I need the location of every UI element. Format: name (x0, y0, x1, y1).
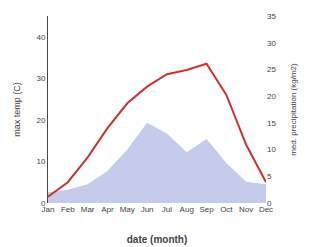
svg-text:30: 30 (267, 39, 276, 48)
svg-text:10: 10 (267, 145, 276, 154)
svg-text:Jun: Jun (141, 205, 154, 214)
svg-text:date (month): date (month) (127, 234, 188, 245)
svg-text:25: 25 (267, 65, 276, 74)
svg-text:10: 10 (36, 157, 45, 166)
svg-text:20: 20 (267, 92, 276, 101)
svg-text:30: 30 (36, 74, 45, 83)
svg-text:35: 35 (267, 12, 276, 21)
svg-text:Jul: Jul (162, 205, 172, 214)
svg-text:Apr: Apr (101, 205, 114, 214)
svg-text:20: 20 (36, 116, 45, 125)
svg-text:0: 0 (41, 199, 46, 208)
svg-text:0: 0 (267, 199, 272, 208)
svg-text:Oct: Oct (220, 205, 233, 214)
svg-text:Aug: Aug (180, 205, 194, 214)
svg-text:Feb: Feb (61, 205, 75, 214)
svg-text:Mar: Mar (81, 205, 95, 214)
svg-text:40: 40 (36, 33, 45, 42)
svg-text:May: May (120, 205, 135, 214)
svg-text:max temp (C): max temp (C) (12, 82, 22, 137)
svg-text:15: 15 (267, 119, 276, 128)
svg-text:Sep: Sep (199, 205, 214, 214)
svg-text:5: 5 (267, 172, 272, 181)
svg-text:med. precipitation (kg/m2): med. precipitation (kg/m2) (289, 63, 298, 156)
svg-text:Dec: Dec (259, 205, 273, 214)
svg-text:Nov: Nov (239, 205, 253, 214)
svg-text:Jan: Jan (42, 205, 55, 214)
